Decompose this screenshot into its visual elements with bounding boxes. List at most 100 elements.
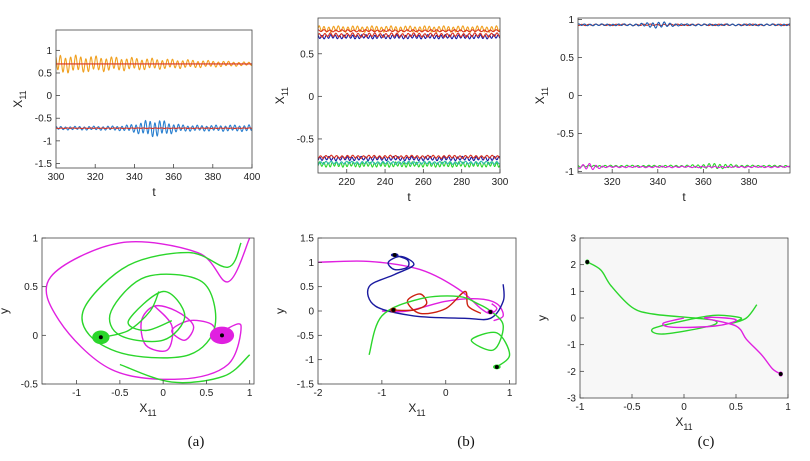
y-tick-label: 2	[570, 260, 576, 271]
plot-frame	[55, 29, 253, 169]
x-tick-label: 220	[338, 177, 355, 188]
y-tick-label: -2	[567, 367, 576, 378]
equilibrium-point-3	[494, 364, 499, 369]
plot-content	[56, 54, 252, 138]
x-tick-label: 280	[453, 177, 470, 188]
x-axis-label: t	[152, 185, 156, 199]
equilibrium-point-0	[98, 335, 103, 340]
plot-area	[42, 238, 254, 384]
y-tick-label: -0.5	[297, 134, 315, 145]
y-tick-label: 0.5	[24, 282, 38, 293]
series-x2-ref	[56, 127, 252, 130]
y-tick-label: -0.5	[35, 114, 53, 125]
y-axis-label-sub: 11	[280, 87, 290, 96]
x-tick-label: 1	[247, 388, 253, 399]
series-n4	[318, 32, 500, 38]
x-axis-label-sub: 11	[416, 408, 425, 418]
y-tick-label: 0	[308, 92, 314, 103]
x-axis-label-sub: 11	[683, 422, 692, 432]
x-tick-label: -0.5	[111, 388, 129, 399]
plot-content	[578, 21, 790, 171]
chart-a-bottom: -1-0.500.51-0.500.51X11y	[0, 234, 255, 418]
plot-content	[318, 253, 511, 370]
equilibrium-point-0	[392, 253, 397, 258]
caption-c: (c)	[698, 434, 715, 450]
y-tick-label: -1	[567, 340, 576, 351]
x-tick-label: 300	[48, 172, 65, 183]
x-axis-label: t	[407, 190, 411, 204]
y-axis-label-sub: 11	[540, 87, 550, 96]
x-tick-label: 0	[681, 402, 687, 413]
y-tick-label: 3	[570, 234, 576, 245]
y-tick-label: 1.5	[300, 234, 314, 245]
x-tick-label: 320	[604, 177, 621, 188]
plot-content	[45, 238, 251, 384]
plot-frame	[317, 17, 501, 174]
x-axis-label-sub: 11	[147, 408, 156, 418]
y-tick-label: 1	[568, 15, 574, 26]
plot-area	[56, 30, 252, 168]
y-tick-label: 0	[308, 307, 314, 318]
plot-area	[318, 18, 500, 173]
y-tick-label: 0	[46, 91, 52, 102]
y-tick-label: 0.5	[300, 49, 314, 60]
y-tick-label: 0.5	[560, 53, 574, 64]
x-tick-label: 1	[785, 402, 791, 413]
equilibrium-point-1	[391, 308, 396, 313]
x-tick-label: -1	[72, 388, 81, 399]
x-tick-label: 240	[377, 177, 394, 188]
trajectory-green-2	[81, 242, 242, 359]
trajectory-red_dark-3	[391, 290, 482, 315]
x-tick-label: 300	[492, 177, 509, 188]
plot-content	[585, 259, 783, 377]
x-tick-label: 0.5	[199, 388, 213, 399]
y-tick-label: -3	[567, 394, 576, 405]
plot-area	[318, 238, 516, 384]
y-axis-label: y	[0, 308, 11, 314]
x-tick-label: 360	[695, 177, 712, 188]
y-tick-label: 0.5	[300, 282, 314, 293]
x-axis-label: t	[682, 190, 686, 204]
trajectory-magenta-1	[662, 316, 782, 375]
plot-frame	[41, 237, 255, 385]
x-tick-label: 0.5	[729, 402, 743, 413]
y-tick-label: -1	[305, 355, 314, 366]
y-tick-label: 1	[32, 234, 38, 245]
caption-b: (b)	[457, 434, 475, 450]
x-tick-label: 400	[244, 172, 261, 183]
series-n8	[318, 160, 500, 165]
y-tick-label: -1.5	[297, 380, 315, 391]
x-tick-label: 340	[126, 172, 143, 183]
series-n6	[318, 154, 500, 159]
y-tick-label: 1	[308, 258, 314, 269]
y-axis-label-sub: 11	[18, 90, 28, 99]
trajectory-green-3	[102, 291, 160, 338]
x-tick-label: -2	[314, 388, 323, 399]
x-tick-label: 360	[165, 172, 182, 183]
x-tick-label: 380	[741, 177, 758, 188]
y-tick-label: 1	[46, 46, 52, 57]
trajectory-green-4	[368, 295, 511, 368]
series-p2	[578, 21, 790, 29]
equilibrium-point-1	[219, 333, 224, 338]
y-tick-label: -0.5	[557, 129, 575, 140]
series-n2	[318, 29, 500, 33]
equilibrium-point-2	[488, 309, 493, 314]
x-tick-label: 260	[415, 177, 432, 188]
y-tick-label: -1	[565, 167, 574, 178]
plot-area	[578, 18, 790, 173]
y-tick-label: 0.5	[38, 68, 52, 79]
x-tick-label: 340	[649, 177, 666, 188]
series-x2-osc	[56, 119, 252, 138]
x-tick-label: -1	[377, 388, 386, 399]
trajectory-dark_blue-2	[366, 254, 505, 321]
trajectory-green-4	[119, 354, 251, 384]
y-tick-label: 0	[570, 314, 576, 325]
trajectory-green-0	[586, 261, 758, 335]
y-tick-label: -0.5	[21, 380, 39, 391]
caption-a: (a)	[188, 434, 205, 450]
